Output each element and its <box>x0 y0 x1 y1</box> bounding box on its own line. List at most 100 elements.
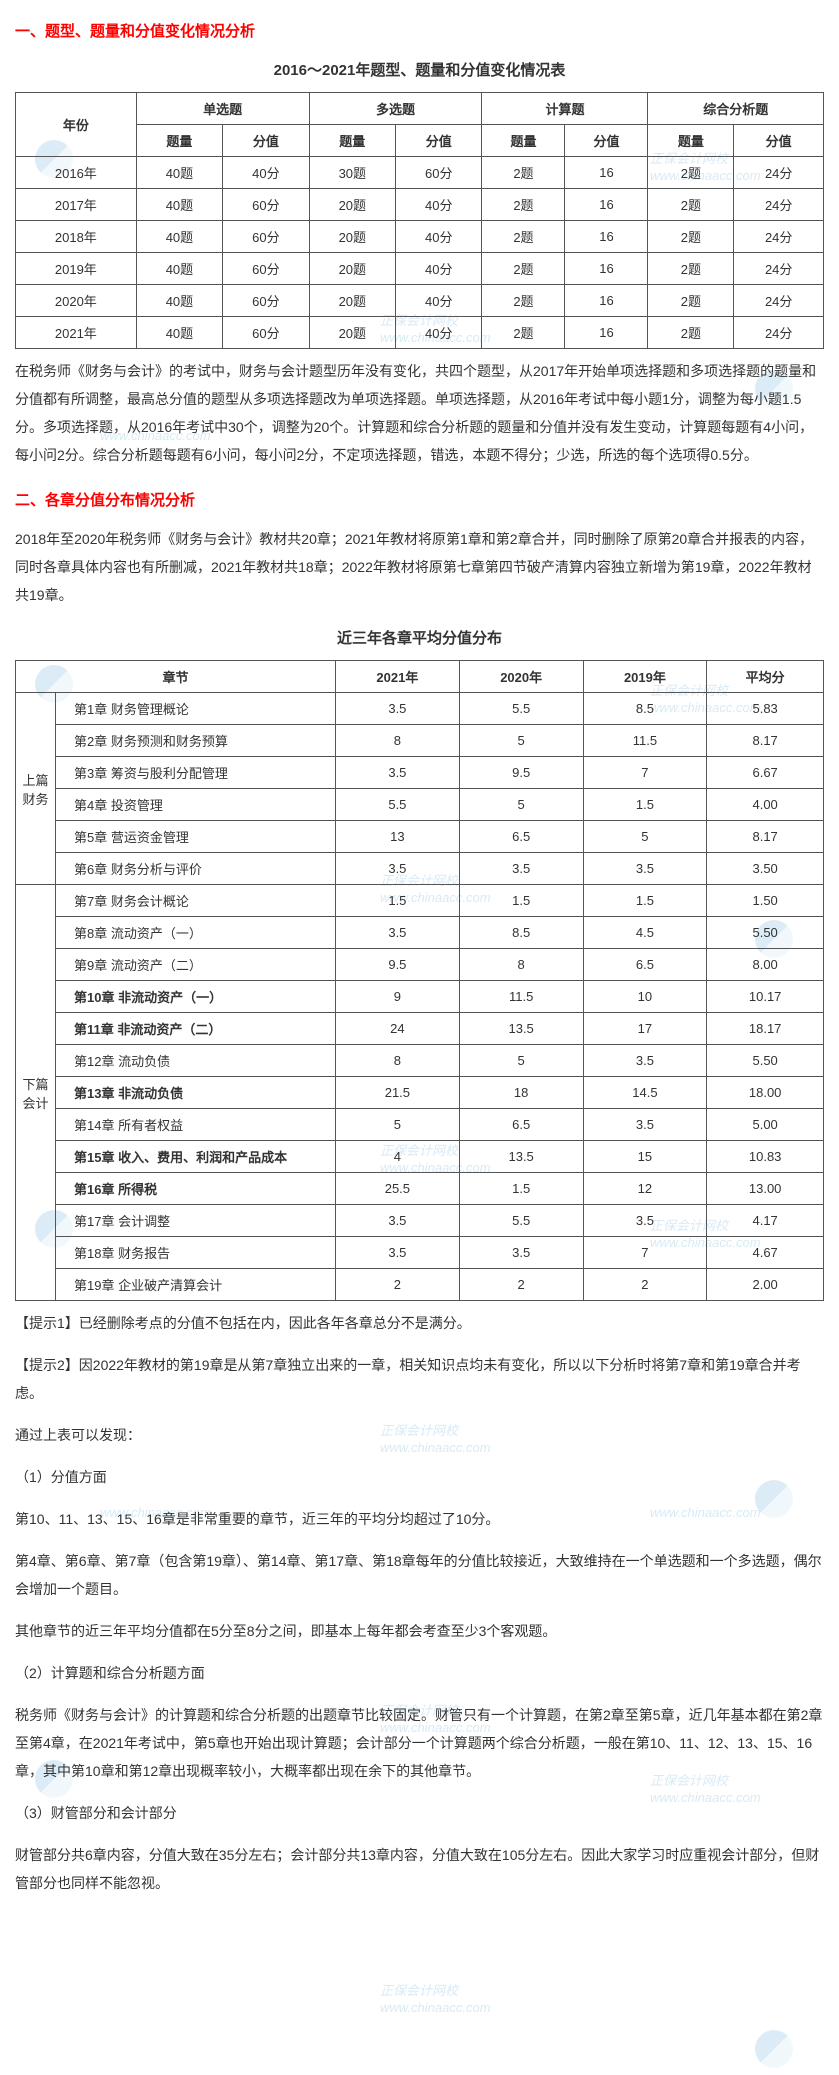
table-cell: 13 <box>336 821 460 853</box>
table-cell: 1.50 <box>707 885 824 917</box>
table-cell: 6.5 <box>459 821 583 853</box>
chapter-name-cell: 第14章 所有者权益 <box>56 1109 336 1141</box>
table-cell: 11.5 <box>583 725 707 757</box>
tip2: 【提示2】因2022年教材的第19章是从第7章独立出来的一章，相关知识点均未有变… <box>15 1351 824 1407</box>
table-row: 2018年40题60分20题40分2题162题24分 <box>16 221 824 253</box>
table-cell: 2题 <box>482 317 565 349</box>
th-sub: 题量 <box>136 125 222 157</box>
table-cell: 40题 <box>136 317 222 349</box>
table-row: 第5章 营运资金管理136.558.17 <box>16 821 824 853</box>
table-row: 第4章 投资管理5.551.54.00 <box>16 789 824 821</box>
table-cell: 24分 <box>734 253 824 285</box>
table-cell: 40分 <box>396 221 482 253</box>
table-cell: 13.5 <box>459 1141 583 1173</box>
table-row: 第15章 收入、费用、利润和产品成本413.51510.83 <box>16 1141 824 1173</box>
table-row: 第12章 流动负债853.55.50 <box>16 1045 824 1077</box>
table-row: 2019年40题60分20题40分2题162题24分 <box>16 253 824 285</box>
table-cell: 8.17 <box>707 821 824 853</box>
table-cell: 2题 <box>648 253 734 285</box>
table-cell: 2018年 <box>16 221 137 253</box>
table-cell: 8 <box>336 725 460 757</box>
table1-title: 2016～2021年题型、题量和分值变化情况表 <box>15 59 824 80</box>
table-row: 第2章 财务预测和财务预算8511.58.17 <box>16 725 824 757</box>
table2-title: 近三年各章平均分值分布 <box>15 627 824 648</box>
table1-header-row2: 题量 分值 题量 分值 题量 分值 题量 分值 <box>16 125 824 157</box>
table-cell: 3.5 <box>336 693 460 725</box>
table-cell: 8 <box>459 949 583 981</box>
table-cell: 10.83 <box>707 1141 824 1173</box>
chapter-name-cell: 第1章 财务管理概论 <box>56 693 336 725</box>
chapter-name-cell: 第16章 所得税 <box>56 1173 336 1205</box>
table-cell: 30题 <box>309 157 395 189</box>
paragraph1: 在税务师《财务与会计》的考试中，财务与会计题型历年没有变化，共四个题型，从201… <box>15 357 824 469</box>
table-cell: 2017年 <box>16 189 137 221</box>
table-row: 第8章 流动资产（一）3.58.54.55.50 <box>16 917 824 949</box>
chapter-name-cell: 第8章 流动资产（一） <box>56 917 336 949</box>
chapter-name-cell: 第6章 财务分析与评价 <box>56 853 336 885</box>
table-cell: 2 <box>336 1269 460 1301</box>
table-cell: 3.5 <box>336 853 460 885</box>
table-cell: 16 <box>565 157 648 189</box>
sub1-heading: （1）分值方面 <box>15 1463 824 1491</box>
table-cell: 3.50 <box>707 853 824 885</box>
th-multi: 多选题 <box>309 93 482 125</box>
table-cell: 24 <box>336 1013 460 1045</box>
table-cell: 2020年 <box>16 285 137 317</box>
table-cell: 14.5 <box>583 1077 707 1109</box>
chapter-name-cell: 第2章 财务预测和财务预算 <box>56 725 336 757</box>
table-cell: 20题 <box>309 285 395 317</box>
section-label: 下篇会计 <box>16 885 56 1301</box>
table-cell: 3.5 <box>583 1109 707 1141</box>
table-cell: 8.5 <box>459 917 583 949</box>
table-cell: 20题 <box>309 253 395 285</box>
table-cell: 13.5 <box>459 1013 583 1045</box>
table-cell: 10 <box>583 981 707 1013</box>
table-cell: 60分 <box>223 189 309 221</box>
th-2019: 2019年 <box>583 661 707 693</box>
th-avg: 平均分 <box>707 661 824 693</box>
th-calc: 计算题 <box>482 93 648 125</box>
table-cell: 4.17 <box>707 1205 824 1237</box>
table-cell: 5 <box>583 821 707 853</box>
table-cell: 15 <box>583 1141 707 1173</box>
table-cell: 5.83 <box>707 693 824 725</box>
table-cell: 3.5 <box>583 1205 707 1237</box>
table-row: 下篇会计第7章 财务会计概论1.51.51.51.50 <box>16 885 824 917</box>
table-cell: 3.5 <box>583 1045 707 1077</box>
table-cell: 60分 <box>223 285 309 317</box>
table-cell: 21.5 <box>336 1077 460 1109</box>
table-cell: 1.5 <box>583 789 707 821</box>
table-row: 第16章 所得税25.51.51213.00 <box>16 1173 824 1205</box>
table-cell: 5.50 <box>707 917 824 949</box>
table-cell: 7 <box>583 757 707 789</box>
chapter-name-cell: 第9章 流动资产（二） <box>56 949 336 981</box>
table-cell: 12 <box>583 1173 707 1205</box>
chapter-name-cell: 第5章 营运资金管理 <box>56 821 336 853</box>
sub1-p2: 第4章、第6章、第7章（包含第19章）、第14章、第17章、第18章每年的分值比… <box>15 1547 824 1603</box>
table-cell: 8.00 <box>707 949 824 981</box>
table-row: 第3章 筹资与股利分配管理3.59.576.67 <box>16 757 824 789</box>
table-cell: 40题 <box>136 189 222 221</box>
table-cell: 16 <box>565 317 648 349</box>
table-cell: 17 <box>583 1013 707 1045</box>
th-sub: 题量 <box>648 125 734 157</box>
table-row: 第13章 非流动负债21.51814.518.00 <box>16 1077 824 1109</box>
table-cell: 2题 <box>482 253 565 285</box>
table-cell: 3.5 <box>336 917 460 949</box>
table-cell: 2题 <box>648 221 734 253</box>
table-cell: 40分 <box>396 285 482 317</box>
table-cell: 2题 <box>482 285 565 317</box>
table-row: 第11章 非流动资产（二）2413.51718.17 <box>16 1013 824 1045</box>
table-cell: 3.5 <box>336 1205 460 1237</box>
watermark-logo <box>755 2030 793 2068</box>
th-sub: 分值 <box>734 125 824 157</box>
table-cell: 2题 <box>648 189 734 221</box>
th-sub: 分值 <box>565 125 648 157</box>
section2-heading: 二、各章分值分布情况分析 <box>15 489 824 510</box>
table-row: 第19章 企业破产清算会计2222.00 <box>16 1269 824 1301</box>
chapter-name-cell: 第18章 财务报告 <box>56 1237 336 1269</box>
table-row: 第6章 财务分析与评价3.53.53.53.50 <box>16 853 824 885</box>
table-cell: 5.5 <box>459 1205 583 1237</box>
th-2021: 2021年 <box>336 661 460 693</box>
chapter-name-cell: 第19章 企业破产清算会计 <box>56 1269 336 1301</box>
